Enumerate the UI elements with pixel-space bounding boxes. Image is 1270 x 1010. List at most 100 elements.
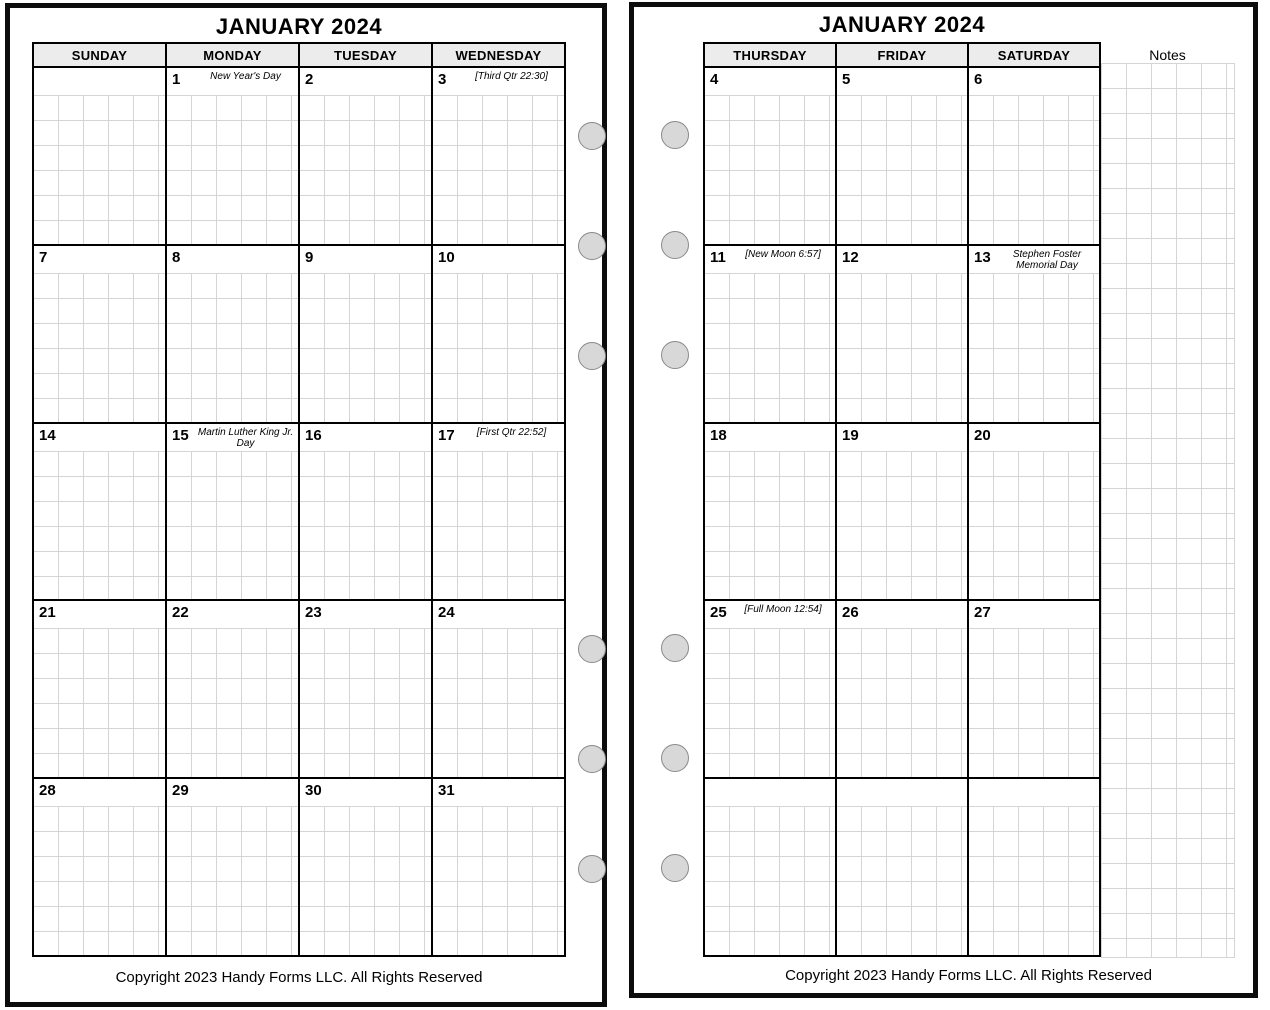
day-header-band: 14 (34, 424, 165, 451)
day-cell: 7 (34, 245, 167, 422)
week-row: 7 8 9 10 (34, 245, 564, 424)
day-cell (705, 779, 837, 955)
day-annotation (61, 601, 165, 604)
day-number: 2 (305, 71, 314, 88)
day-header-band: 25 [Full Moon 12:54] (705, 601, 835, 628)
day-number: 20 (974, 426, 991, 444)
day-cell: 20 (969, 424, 1099, 600)
day-cell: 5 (837, 68, 969, 244)
page-title: JANUARY 2024 (215, 14, 383, 39)
week-row: 25 [Full Moon 12:54] 26 27 (705, 601, 1099, 780)
day-number: 31 (438, 782, 455, 800)
binder-hole (661, 744, 689, 772)
day-number: 9 (305, 248, 314, 266)
week-row: 1 New Year's Day 2 3 [Third Qtr 22:30] (34, 68, 564, 246)
day-number: 17 (438, 426, 455, 444)
day-cell: 23 (300, 601, 433, 778)
day-cell: 12 (837, 245, 969, 422)
day-annotation (327, 779, 431, 782)
writing-grid (705, 806, 835, 955)
writing-grid (300, 272, 431, 422)
binder-hole (578, 122, 606, 150)
day-annotation (864, 779, 967, 782)
writing-grid (34, 95, 165, 244)
writing-grid (34, 806, 165, 955)
day-header-band: 11 [New Moon 6:57] (705, 246, 835, 273)
day-number: 15 (172, 426, 189, 444)
day-cell: 4 (705, 68, 837, 244)
writing-grid (705, 95, 835, 244)
day-header-band: 2 (300, 68, 431, 95)
day-annotation (194, 779, 298, 782)
day-header-band: 12 (837, 246, 967, 273)
writing-grid (34, 628, 165, 778)
binder-hole (578, 855, 606, 883)
weekday-header: THURSDAY (705, 44, 837, 66)
writing-grid (433, 806, 564, 955)
writing-grid (167, 272, 298, 422)
day-header-band: 24 (433, 601, 564, 628)
writing-grid (705, 628, 835, 778)
day-number: 1 (172, 71, 181, 88)
day-annotation (460, 246, 564, 249)
writing-grid (837, 628, 967, 778)
writing-grid (705, 450, 835, 600)
day-number: 22 (172, 604, 189, 622)
day-header-band: 31 (433, 779, 564, 806)
writing-grid (433, 450, 564, 600)
weekday-header: WEDNESDAY (433, 44, 564, 66)
copyright-footer: Copyright 2023 Handy Forms LLC. All Righ… (785, 967, 1152, 984)
day-number (969, 779, 996, 783)
day-header-band: 3 [Third Qtr 22:30] (433, 68, 564, 95)
day-annotation (61, 68, 165, 71)
calendar-table-right: THURSDAY FRIDAY SATURDAY 4 5 6 11 [New Moon 6:… (703, 42, 1101, 957)
day-header-band (837, 779, 967, 806)
weekday-header: FRIDAY (837, 44, 969, 66)
binder-hole (661, 231, 689, 259)
day-annotation (996, 779, 1099, 782)
day-annotation: [Third Qtr 22:30] (475, 71, 548, 82)
day-number: 6 (974, 71, 983, 88)
day-annotation (327, 68, 431, 71)
day-header-band: 21 (34, 601, 165, 628)
day-header-band: 13 Stephen Foster Memorial Day (969, 246, 1099, 273)
writing-grid (34, 450, 165, 600)
weekday-header: SUNDAY (34, 44, 167, 66)
day-annotation (327, 246, 431, 249)
day-header-band: 10 (433, 246, 564, 273)
day-cell: 22 (167, 601, 300, 778)
day-number (705, 779, 732, 783)
day-number: 12 (842, 248, 859, 266)
week-row: 21 22 23 24 (34, 601, 564, 780)
day-annotation: Martin Luther King Jr. Day (197, 426, 294, 450)
notes-label: Notes (1149, 47, 1186, 63)
day-number: 11 (710, 248, 726, 266)
notes-writing-grid (1101, 63, 1235, 958)
day-number: 30 (305, 782, 322, 800)
writing-grid (969, 450, 1099, 600)
writing-grid (969, 806, 1099, 955)
writing-grid (167, 628, 298, 778)
writing-grid (837, 272, 967, 422)
calendar-body: 4 5 6 11 [New Moon 6:57] 12 13 Stephen Foster M… (705, 68, 1099, 955)
binder-hole (578, 232, 606, 260)
day-number: 4 (710, 71, 719, 88)
week-row: 28 29 30 31 (34, 779, 564, 955)
day-cell: 11 [New Moon 6:57] (705, 245, 837, 422)
writing-grid (34, 272, 165, 422)
day-annotation (327, 424, 431, 427)
day-number: 25 (710, 604, 727, 622)
day-header-band: 30 (300, 779, 431, 806)
writing-grid (167, 95, 298, 244)
day-cell: 3 [Third Qtr 22:30] (433, 68, 564, 244)
writing-grid (167, 450, 298, 600)
day-annotation: New Year's Day (210, 71, 281, 82)
day-annotation (327, 601, 431, 604)
day-number: 13 (974, 248, 991, 266)
day-number: 27 (974, 604, 991, 622)
day-header-band: 22 (167, 601, 298, 628)
day-header-band (34, 68, 165, 95)
day-header-band: 6 (969, 68, 1099, 95)
day-annotation (460, 601, 564, 604)
